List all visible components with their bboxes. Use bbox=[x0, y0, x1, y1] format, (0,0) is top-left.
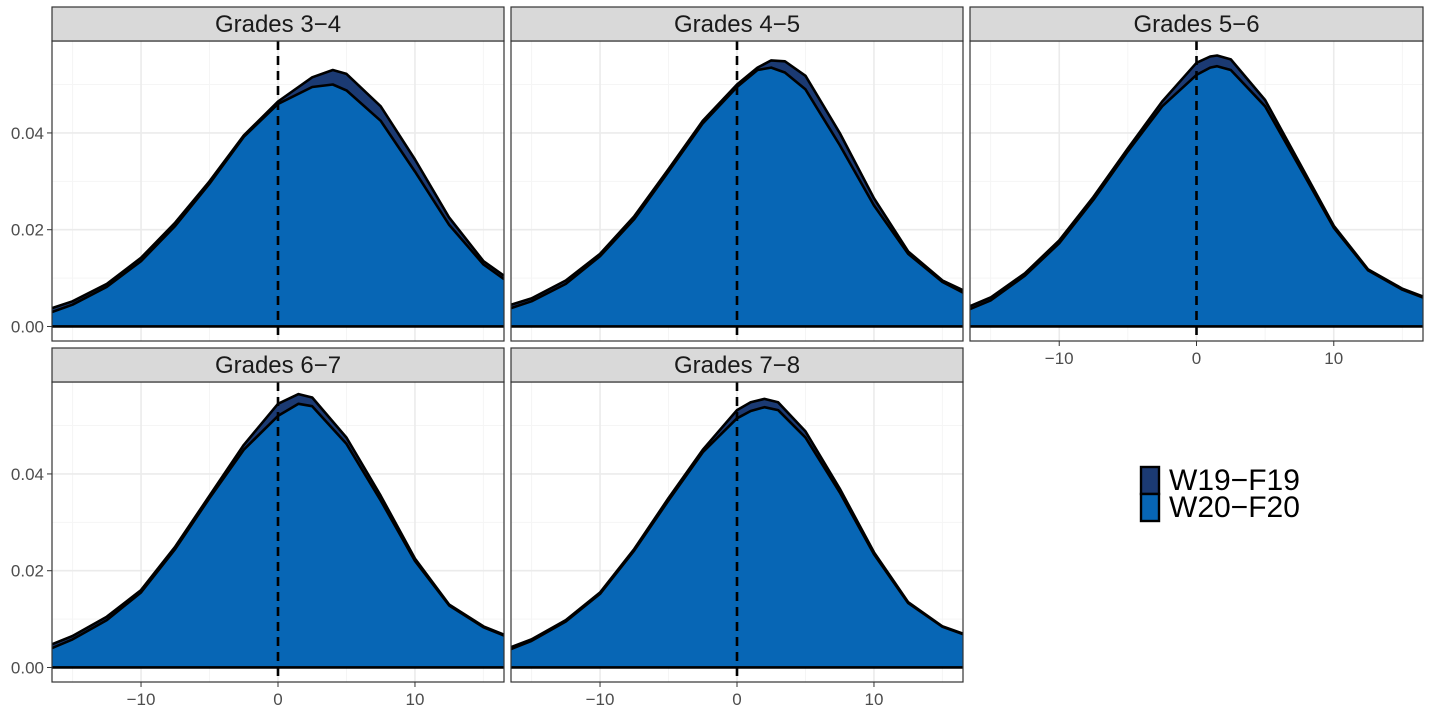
facet-strip bbox=[51, 347, 505, 383]
x-tick-label: −10 bbox=[1045, 349, 1074, 368]
x-tick-label: −10 bbox=[127, 690, 156, 709]
x-tick-label: −10 bbox=[586, 690, 615, 709]
density-outline-w20-f20 bbox=[970, 64, 1423, 311]
density-outline-w20-f20 bbox=[511, 66, 963, 310]
density-outline-w20-f20 bbox=[52, 402, 504, 650]
facet-strip bbox=[510, 6, 964, 42]
y-tick-label: 0.02 bbox=[11, 562, 44, 581]
y-tick-label: 0.00 bbox=[11, 658, 44, 677]
x-tick-label: 0 bbox=[732, 690, 741, 709]
density-outline-w19-f19 bbox=[511, 59, 963, 306]
legend-key-swatch bbox=[1139, 492, 1161, 523]
y-tick-label: 0.04 bbox=[11, 465, 44, 484]
facet-strip bbox=[510, 347, 964, 383]
facet-panel: Grades 3−4 0.00 0.02 0.04 bbox=[11, 6, 505, 342]
facet-strip-label: Grades 4−5 bbox=[674, 11, 800, 38]
density-outline-w20-f20 bbox=[52, 83, 504, 314]
facet-panel: Grades 7−8 −10 0 10 bbox=[510, 347, 964, 709]
legend-key-swatch bbox=[1139, 465, 1161, 496]
y-tick-label: 0.02 bbox=[11, 221, 44, 240]
x-tick-label: 0 bbox=[1192, 349, 1201, 368]
density-outline-w19-f19 bbox=[52, 68, 504, 310]
legend-label: W20−F20 bbox=[1169, 491, 1300, 524]
x-tick-label: 10 bbox=[865, 690, 884, 709]
y-tick-label: 0.04 bbox=[11, 124, 44, 143]
facet-strip-label: Grades 3−4 bbox=[215, 11, 341, 38]
facet-strip-label: Grades 6−7 bbox=[215, 352, 341, 379]
facet-panel: Grades 4−5 bbox=[510, 6, 964, 342]
facet-strip bbox=[969, 6, 1424, 42]
facet-strip-label: Grades 7−8 bbox=[674, 352, 800, 379]
x-tick-label: 0 bbox=[273, 690, 282, 709]
y-tick-label: 0.00 bbox=[11, 317, 44, 336]
x-tick-label: 10 bbox=[1324, 349, 1343, 368]
legend-label: W19−F19 bbox=[1169, 464, 1300, 497]
facet-strip-label: Grades 5−6 bbox=[1133, 11, 1259, 38]
x-tick-label: 10 bbox=[406, 690, 425, 709]
facet-strip bbox=[51, 6, 505, 42]
facet-panel: Grades 5−6 −10 0 10 bbox=[969, 6, 1424, 368]
density-outline-w20-f20 bbox=[511, 405, 963, 651]
density-area-w20-f20 bbox=[52, 84, 504, 327]
facet-panel: Grades 6−7 0.00 0.02 0.04 −10 0 10 bbox=[11, 347, 505, 709]
